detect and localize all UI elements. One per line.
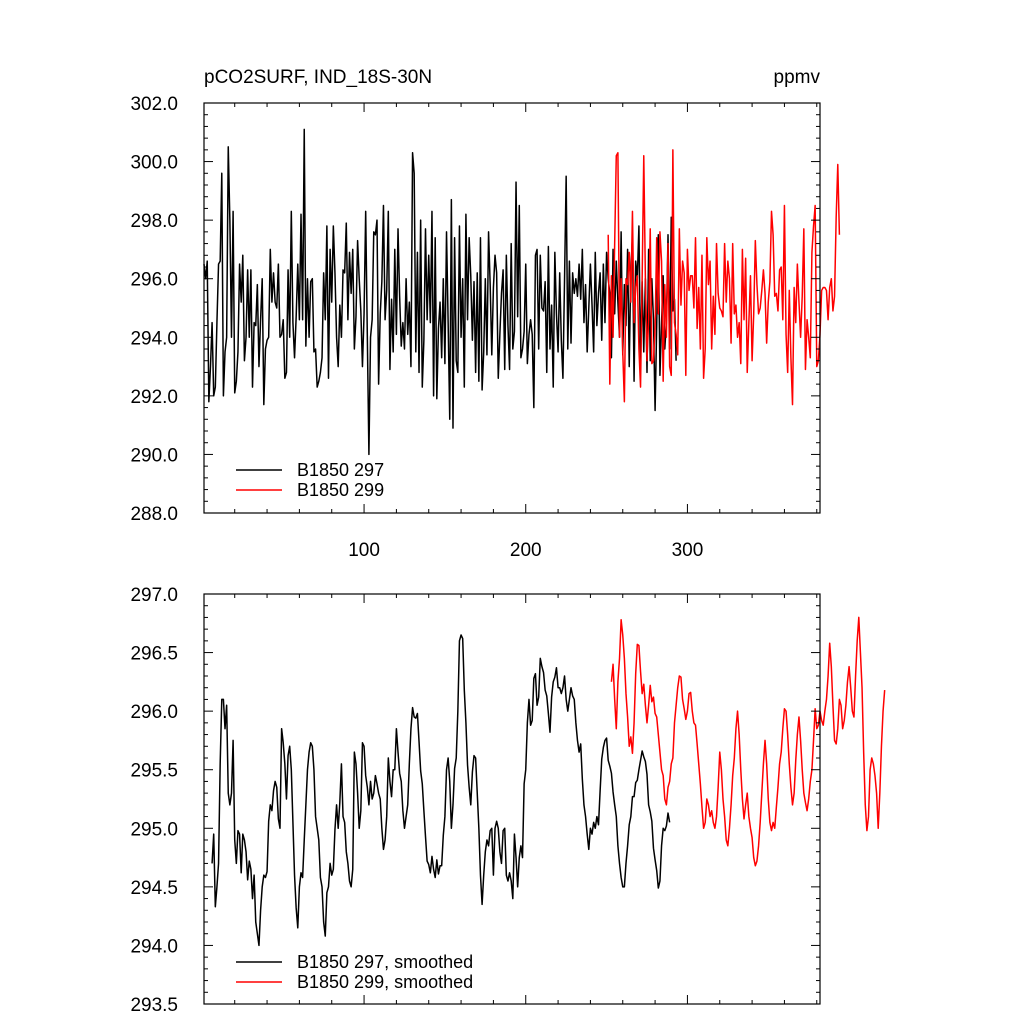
bottom-legend-label-2: B1850 299, smoothed [297, 972, 473, 992]
bottom-series-1-line [211, 634, 671, 947]
units-label: ppmv [774, 67, 821, 88]
top-ytick-label: 294.0 [130, 328, 178, 349]
top-panel: 288.0 290.0 292.0 294.0 296.0 298.0 300.0 302.0… [130, 94, 841, 561]
bottom-ytick-label: 294.5 [130, 878, 178, 899]
top-tick-layer: 288.0 290.0 292.0 294.0 296.0 298.0 300.0 302.0… [130, 94, 820, 561]
top-legend-label-1: B1850 297 [297, 460, 384, 480]
bottom-panel: 293.5 294.0 294.5 295.0 295.5 296.0 296.5 297.0… [130, 585, 886, 1016]
bottom-legend-label-1: B1850 297, smoothed [297, 952, 473, 972]
bottom-ytick-label: 293.5 [130, 995, 178, 1016]
bottom-ytick-label: 296.5 [130, 644, 178, 665]
bottom-ytick-label: 296.0 [130, 702, 178, 723]
top-xtick-label: 200 [510, 540, 542, 561]
plot-title: pCO2SURF, IND_18S-30N [204, 67, 432, 88]
bottom-plot-frame [203, 593, 821, 1005]
bottom-ytick-label: 294.0 [130, 936, 178, 957]
top-plot-frame [203, 102, 821, 514]
top-ytick-label: 290.0 [130, 445, 178, 466]
bottom-ytick-label: 295.0 [130, 819, 178, 840]
top-series-1-line [203, 128, 677, 456]
top-ytick-label: 292.0 [130, 387, 178, 408]
bottom-series-layer [211, 616, 886, 947]
top-ytick-label: 288.0 [130, 504, 178, 525]
top-ytick-label: 296.0 [130, 270, 178, 291]
top-legend-label-2: B1850 299 [297, 480, 384, 500]
bottom-tick-layer: 293.5 294.0 294.5 295.0 295.5 296.0 296.5 297.0 [130, 585, 820, 1016]
bottom-ytick-label: 297.0 [130, 585, 178, 606]
top-series-layer [203, 128, 841, 456]
top-ytick-label: 298.0 [130, 211, 178, 232]
top-xtick-label: 100 [348, 540, 380, 561]
top-series-2-line [607, 149, 841, 406]
bottom-ytick-label: 295.5 [130, 761, 178, 782]
top-ytick-label: 300.0 [130, 153, 178, 174]
top-xtick-label: 300 [672, 540, 704, 561]
top-ytick-label: 302.0 [130, 94, 178, 115]
bottom-series-2-line [610, 616, 886, 867]
